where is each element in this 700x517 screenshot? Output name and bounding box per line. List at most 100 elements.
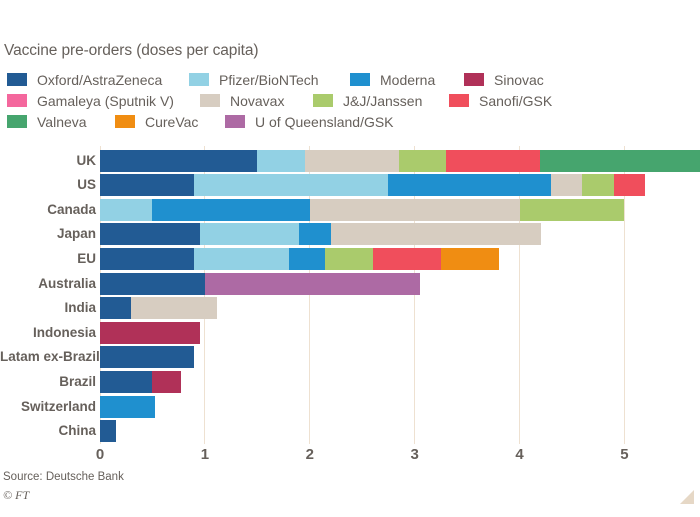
bar-row xyxy=(100,346,195,369)
bar-segment xyxy=(288,247,326,270)
country-label: Indonesia xyxy=(32,324,96,340)
bar-segment xyxy=(152,370,181,393)
country-label: Latam ex-Brazil xyxy=(0,349,100,365)
bar-row xyxy=(100,149,700,172)
bar-segment xyxy=(330,223,541,246)
legend-swatch-icon xyxy=(7,115,27,128)
x-axis-tick-labels: 0 1 2 3 4 5 xyxy=(96,446,700,464)
bar-segment xyxy=(152,198,310,221)
bar-segment xyxy=(398,149,447,172)
bar-row xyxy=(100,198,625,221)
bar-segment xyxy=(325,247,373,270)
x-tick-label: 3 xyxy=(410,446,419,463)
country-label: UK xyxy=(76,152,97,168)
bar-segment xyxy=(372,247,441,270)
bar-row xyxy=(100,321,200,344)
legend-item: Novavax xyxy=(200,92,285,109)
legend-label: U of Queensland/GSK xyxy=(255,113,394,130)
bar-segment xyxy=(440,247,499,270)
x-tick-label: 5 xyxy=(620,446,629,463)
legend-label: Oxford/AstraZeneca xyxy=(37,71,163,88)
legend-swatch-icon xyxy=(464,73,484,86)
bar-segment xyxy=(100,370,153,393)
legend-item: Moderna xyxy=(350,71,436,88)
ft-credit: © FT xyxy=(3,488,30,502)
bar-segment xyxy=(257,149,305,172)
bar-segment xyxy=(582,174,614,197)
country-label: Japan xyxy=(56,226,96,242)
country-label: Switzerland xyxy=(20,398,96,414)
legend-label: Pfizer/BioNTech xyxy=(219,71,319,88)
bar-row xyxy=(100,247,499,270)
legend-label: Novavax xyxy=(230,92,285,109)
legend-label: Sinovac xyxy=(494,71,544,88)
bar-segment xyxy=(199,223,300,246)
country-label: Australia xyxy=(38,275,96,291)
bar-segment xyxy=(100,395,155,418)
bar-segment xyxy=(100,321,200,344)
legend-swatch-icon xyxy=(7,94,27,107)
chart-title: Vaccine pre-orders (doses per capita) xyxy=(4,42,259,59)
legend-item: Sinovac xyxy=(464,71,544,88)
legend-item: Valneva xyxy=(7,113,87,130)
legend-swatch-icon xyxy=(313,94,333,107)
bar-segment xyxy=(100,420,116,443)
bar-row xyxy=(100,174,646,197)
bar-segment xyxy=(299,223,331,246)
bar-segment xyxy=(304,149,399,172)
bar-row xyxy=(100,395,155,418)
legend-label: Sanofi/GSK xyxy=(479,92,553,109)
legend-label: J&J/Janssen xyxy=(343,92,423,109)
country-label: Canada xyxy=(47,201,96,217)
legend-swatch-icon xyxy=(350,73,370,86)
country-label: India xyxy=(64,300,96,316)
bar-row xyxy=(100,272,420,295)
bar-segment xyxy=(194,247,289,270)
bar-row xyxy=(100,420,116,443)
gridline xyxy=(309,146,311,444)
legend-swatch-icon xyxy=(225,115,245,128)
country-label: China xyxy=(58,423,96,439)
country-label: Brazil xyxy=(59,373,96,389)
legend-label: CureVac xyxy=(145,113,199,130)
plot-area xyxy=(99,146,700,444)
bar-segment xyxy=(100,149,258,172)
legend-swatch-icon xyxy=(115,115,135,128)
bar-segment xyxy=(446,149,541,172)
gridline xyxy=(204,146,206,444)
legend-swatch-icon xyxy=(7,73,27,86)
legend-item: Gamaleya (Sputnik V) xyxy=(7,92,174,109)
x-tick-label: 1 xyxy=(200,446,210,463)
chart-legend: Oxford/AstraZeneca Pfizer/BioNTech Moderna… xyxy=(0,72,700,138)
legend-item: J&J/Janssen xyxy=(313,92,423,109)
gridline xyxy=(414,146,416,444)
corner-triangle-icon xyxy=(680,490,694,504)
x-tick-label: 2 xyxy=(305,446,314,463)
expand-chart-icon[interactable] xyxy=(680,490,694,504)
bar-row xyxy=(100,297,218,320)
gridline xyxy=(519,146,521,444)
bar-segment xyxy=(551,174,583,197)
legend-swatch-icon xyxy=(449,94,469,107)
country-labels: UK US Canada Japan EU Australia India Indonesia… xyxy=(0,146,100,444)
bar-segment xyxy=(100,346,195,369)
country-label: EU xyxy=(77,250,96,266)
bar-row xyxy=(100,370,181,393)
legend-swatch-icon xyxy=(189,73,209,86)
legend-label: Moderna xyxy=(380,71,436,88)
bar-segment xyxy=(100,174,195,197)
legend-swatch-icon xyxy=(200,94,220,107)
x-tick-label: 0 xyxy=(95,446,105,463)
bar-segment xyxy=(309,198,520,221)
bar-segment xyxy=(204,272,420,295)
bar-segment xyxy=(194,174,389,197)
country-label: US xyxy=(77,177,96,193)
legend-item: Sanofi/GSK xyxy=(449,92,553,109)
legend-item: U of Queensland/GSK xyxy=(225,113,394,130)
legend-label: Gamaleya (Sputnik V) xyxy=(37,92,174,109)
legend-label: Valneva xyxy=(37,113,87,130)
bar-segment xyxy=(100,297,132,320)
legend-item: Oxford/AstraZeneca xyxy=(7,71,163,88)
x-tick-label: 4 xyxy=(515,446,524,463)
